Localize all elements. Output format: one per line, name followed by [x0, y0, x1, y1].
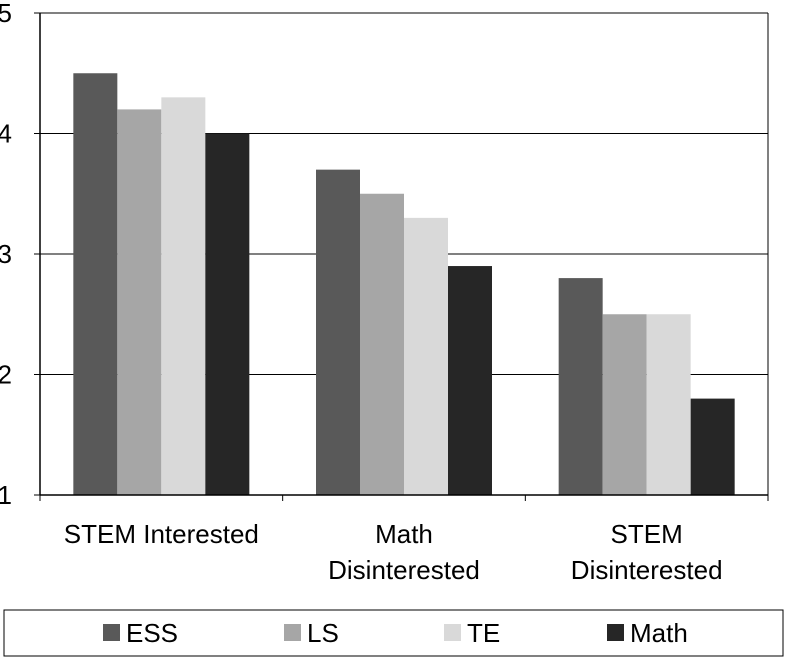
legend-swatch-math: [607, 624, 624, 641]
x-category-label: STEM: [611, 519, 683, 549]
category-labels: STEM Interested Math Disinterested STEM Disi…: [64, 519, 723, 585]
bar-math-1: [205, 133, 250, 495]
legend-swatch-te: [444, 624, 461, 641]
legend-swatch-ls: [284, 624, 301, 641]
legend-label-ess: ESS: [126, 618, 178, 648]
bar-math-3: [690, 398, 735, 495]
y-tick-label: 5: [0, 0, 12, 28]
bars: [73, 73, 735, 496]
bar-te-2: [404, 217, 448, 495]
axes: [34, 12, 769, 501]
y-tick-label: 3: [0, 239, 12, 269]
legend: ESS LS TE Math: [3, 609, 784, 657]
bar-te-1: [161, 97, 206, 495]
bar-te-3: [646, 314, 691, 495]
legend-label-ls: LS: [307, 618, 339, 648]
legend-box: [3, 609, 784, 657]
y-tick-labels: 1 2 3 4 5: [0, 0, 12, 510]
legend-label-te: TE: [467, 618, 500, 648]
bar-ls-1: [117, 109, 162, 496]
bar-ess-3: [558, 278, 603, 495]
x-category-label: Math: [375, 519, 433, 549]
bar-ess-2: [316, 169, 360, 495]
y-tick-label: 1: [0, 480, 12, 510]
y-tick-label: 4: [0, 119, 12, 149]
bar-ls-3: [602, 314, 647, 495]
legend-swatch-ess: [103, 624, 120, 641]
x-category-label: Disinterested: [571, 555, 723, 585]
x-category-label: Disinterested: [328, 555, 480, 585]
bar-ess-1: [73, 73, 118, 495]
x-category-label: STEM Interested: [64, 519, 259, 549]
legend-label-math: Math: [630, 618, 688, 648]
bar-ls-2: [360, 193, 404, 495]
y-tick-label: 2: [0, 360, 12, 390]
bar-math-2: [448, 266, 492, 495]
